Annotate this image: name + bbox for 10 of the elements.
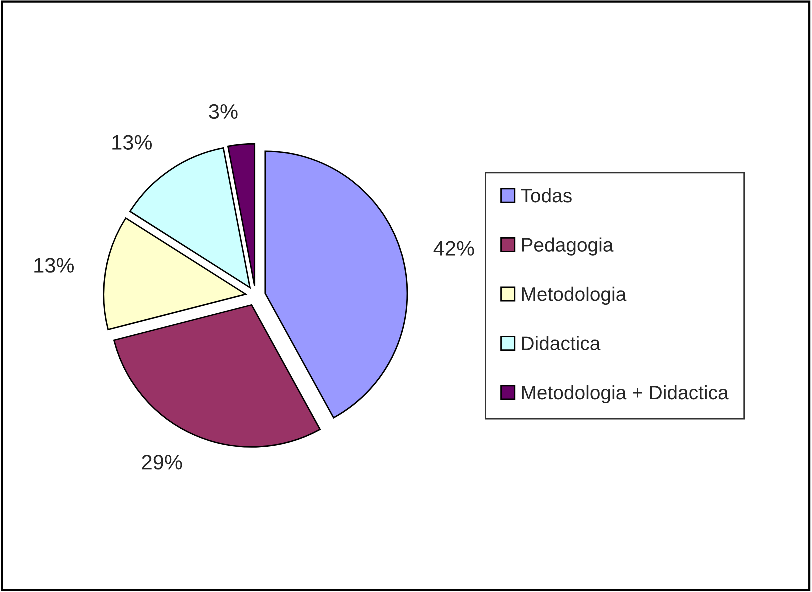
legend-label: Didactica — [522, 336, 601, 350]
data-label: 42% — [434, 241, 474, 256]
legend-label: Metodologia — [522, 286, 627, 306]
legend-label: Todas — [521, 188, 572, 203]
data-label: 13% — [112, 135, 152, 150]
data-label: 13% — [34, 258, 74, 273]
data-label: 29% — [142, 455, 182, 470]
legend-label: Metodologia + Didactica — [522, 385, 729, 404]
legend-label: Pedagogia — [522, 238, 614, 256]
data-label: 3% — [209, 104, 238, 120]
